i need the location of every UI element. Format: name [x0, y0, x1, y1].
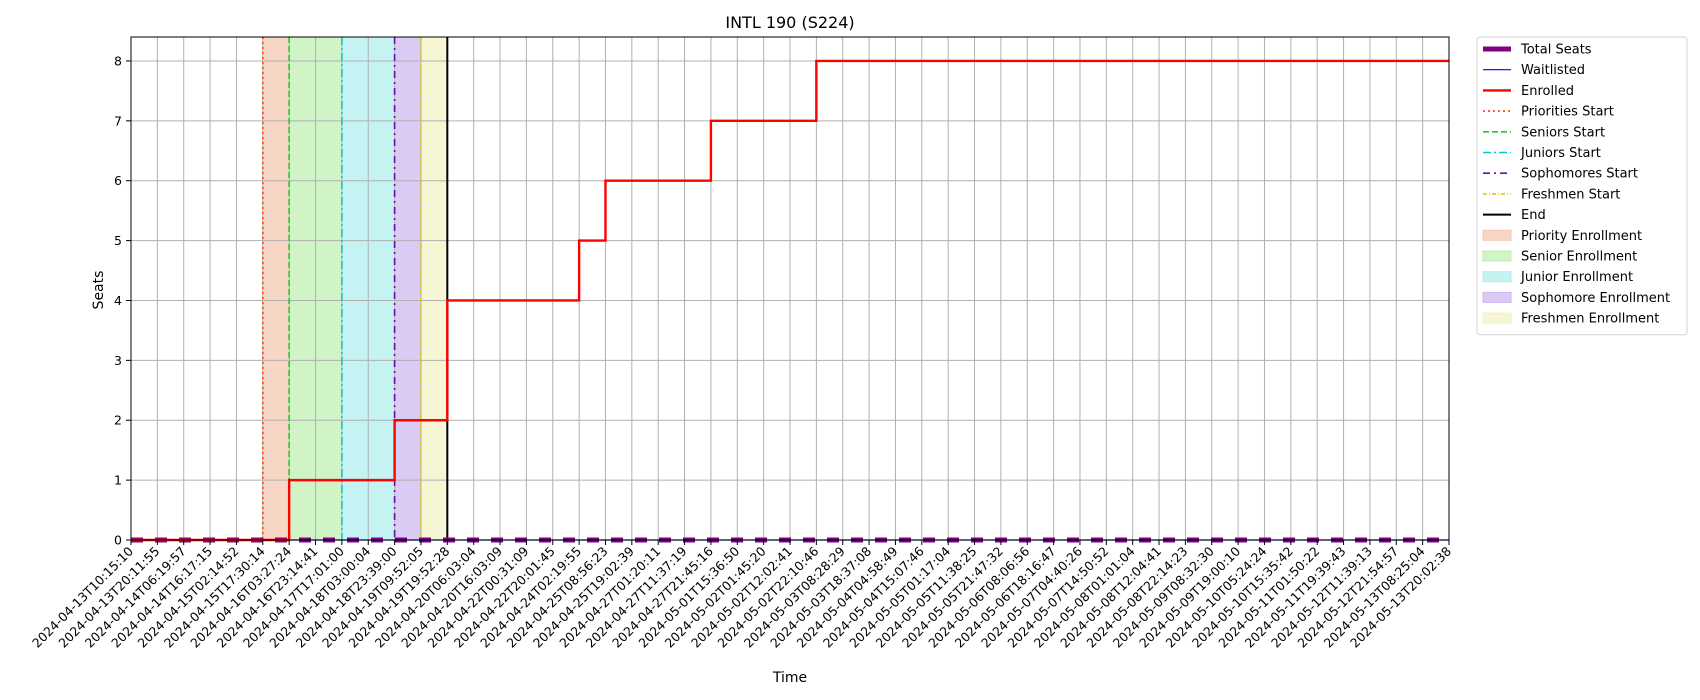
legend-label: Sophomore Enrollment	[1521, 291, 1670, 306]
legend-label: Waitlisted	[1521, 63, 1585, 78]
y-tick-label: 3	[114, 353, 122, 368]
legend-label: Junior Enrollment	[1520, 270, 1633, 285]
y-tick-label: 7	[114, 113, 122, 128]
legend-label: Seniors Start	[1521, 125, 1605, 140]
y-tick-label: 0	[114, 533, 122, 548]
y-axis-label: Seats	[91, 271, 107, 310]
legend-label: Freshmen Enrollment	[1521, 312, 1659, 327]
legend-label: End	[1521, 208, 1546, 223]
legend-label: Enrolled	[1521, 84, 1574, 99]
legend-label: Juniors Start	[1520, 146, 1601, 161]
y-tick-label: 8	[114, 53, 122, 68]
legend-label: Sophomores Start	[1521, 167, 1638, 182]
legend-swatch	[1482, 250, 1512, 262]
y-tick-label: 2	[114, 413, 122, 428]
series-line	[131, 59, 1449, 542]
legend-label: Total Seats	[1520, 43, 1592, 58]
plot-area: 0123456782024-04-13T10:15:102024-04-13T2…	[29, 36, 1454, 651]
legend-swatch	[1482, 312, 1512, 324]
legend: Total Seats Waitlisted Enrolled Priorities …	[1476, 36, 1688, 336]
legend-box	[1476, 36, 1688, 336]
enrollment-span	[394, 37, 421, 540]
y-tick-label: 6	[114, 173, 122, 188]
enrollment-span	[420, 37, 448, 540]
legend-label: Priorities Start	[1521, 105, 1614, 120]
chart-title: INTL 190 (S224)	[725, 13, 854, 32]
enrollment-span	[262, 37, 290, 540]
y-tick-label: 5	[114, 233, 122, 248]
legend-label: Priority Enrollment	[1521, 229, 1642, 244]
legend-label: Senior Enrollment	[1521, 250, 1637, 265]
legend-label: Freshmen Start	[1521, 187, 1620, 202]
legend-swatch	[1482, 229, 1512, 241]
legend-swatch	[1482, 271, 1512, 283]
legend-swatch	[1482, 291, 1512, 303]
x-axis-label: Time	[772, 670, 807, 686]
y-tick-label: 1	[114, 473, 122, 488]
y-tick-label: 4	[114, 293, 122, 308]
